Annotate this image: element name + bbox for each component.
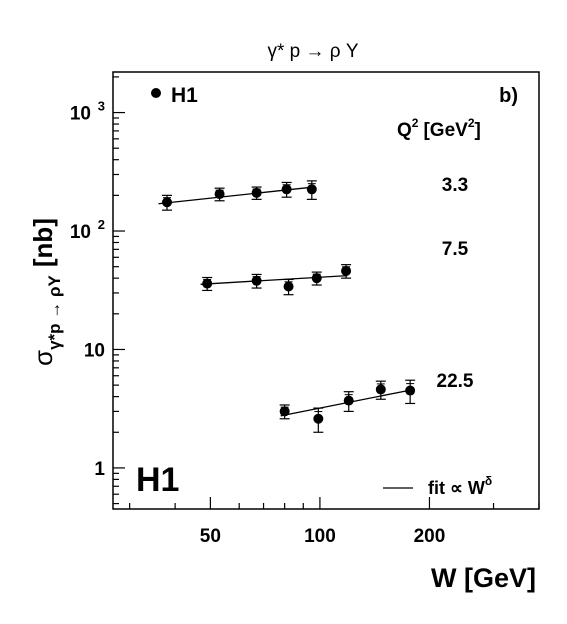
data-point xyxy=(405,385,416,396)
data-point xyxy=(341,265,352,276)
y-axis-sigma: σ xyxy=(28,350,58,366)
data-point xyxy=(311,273,322,284)
y-axis-label: σγ*p → ρY [nb] xyxy=(28,218,64,366)
y-tick-label: 10 xyxy=(70,222,91,243)
data-point xyxy=(313,413,324,424)
x-tick-label: 200 xyxy=(414,526,446,547)
data-point xyxy=(375,384,386,395)
legend-marker-label: H1 xyxy=(171,84,198,107)
data-point xyxy=(162,197,173,208)
legend-marker xyxy=(151,88,161,98)
plot-frame xyxy=(112,71,540,510)
y-tick-exponent: 3 xyxy=(98,99,105,114)
y-tick-exponent: 2 xyxy=(98,217,105,232)
y-tick-label: 10 xyxy=(70,104,91,125)
legend-fit-label: fit ∝ Wδ xyxy=(428,474,492,498)
data-point xyxy=(251,275,262,286)
data-point xyxy=(279,406,290,417)
y-axis-subscript: γ*p → ρY xyxy=(45,274,64,349)
y-axis-ticks: 1 10 10 2 10 3 xyxy=(70,76,125,505)
y-tick-label: 10 xyxy=(84,340,105,361)
series-group: 3.3 xyxy=(158,175,468,211)
data-point xyxy=(283,281,294,292)
q2-header: Q2 [GeV2] xyxy=(397,116,481,141)
series-group: 7.5 xyxy=(200,239,469,296)
x-tick-label: 100 xyxy=(304,526,336,547)
svg-text:σγ*p → ρY[nb]: σγ*p → ρY [nb] xyxy=(28,218,64,366)
data-point xyxy=(214,189,225,200)
x-tick-label: 50 xyxy=(200,526,221,547)
data-point xyxy=(343,395,354,406)
series-group: 22.5 xyxy=(279,371,474,433)
y-axis-unit: [nb] xyxy=(28,218,58,267)
q2-value-label: 3.3 xyxy=(442,175,468,196)
series-layer: 3.3 7.5 22.5 xyxy=(158,175,474,433)
data-point xyxy=(306,184,317,195)
data-point xyxy=(251,187,262,198)
fit-line xyxy=(200,274,348,285)
q2-value-label: 22.5 xyxy=(437,371,474,392)
q2-value-label: 7.5 xyxy=(442,239,469,260)
data-point xyxy=(281,184,292,195)
x-axis-ticks: 50 100 200 xyxy=(129,497,540,547)
panel-label: b) xyxy=(499,85,518,107)
data-point xyxy=(202,278,213,289)
experiment-label: H1 xyxy=(136,461,179,499)
x-axis-label: W [GeV] xyxy=(431,563,536,593)
chart-title: γ* p → ρ Y xyxy=(267,41,358,62)
y-tick-label: 1 xyxy=(94,459,105,480)
